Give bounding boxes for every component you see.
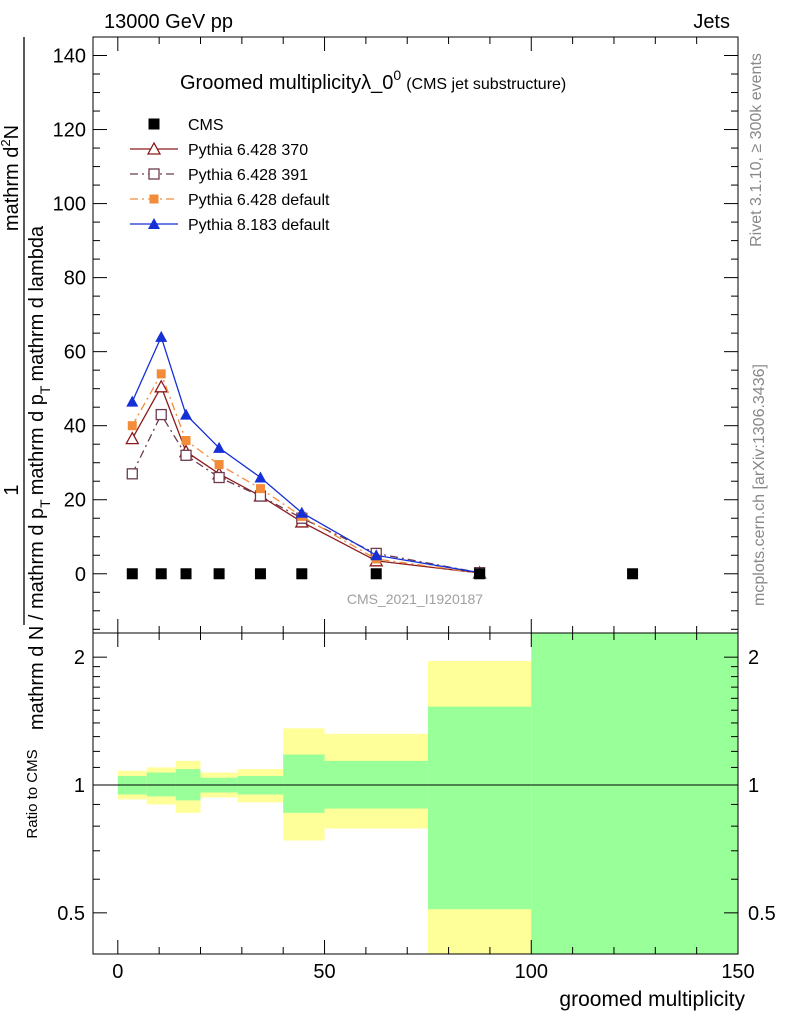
y-tick-label: 100 [53, 194, 86, 216]
series-line-pythia-6-428-391 [131, 413, 480, 574]
ratio-y-tick-label-left: 0.5 [57, 903, 85, 925]
legend-entry-cms: CMS [148, 117, 224, 134]
y-tick-label: 140 [53, 46, 86, 68]
series-line-pythia-6-428-370 [131, 385, 480, 574]
series-pythia-8-183-default [126, 330, 486, 578]
data-point-pythia-6-428-default [255, 484, 265, 494]
ratio-band-green [427, 706, 532, 910]
ratio-y-tick-label-left: 1 [74, 775, 85, 797]
x-axis-label: groomed multiplicity [559, 988, 745, 1011]
y-tick-label: 60 [64, 342, 86, 364]
data-point-pythia-6-428-default [127, 421, 137, 431]
data-point-pythia-8-183-default [295, 506, 308, 518]
data-point-pythia-8-183-default [155, 330, 168, 342]
legend-marker-pythia-6-428-391 [148, 168, 160, 180]
rivet-version-label: Rivet 3.1.10, ≥ 300k events [748, 53, 765, 247]
ratio-band-layer [93, 633, 738, 954]
y-tick-label: 40 [64, 416, 86, 438]
legend-entry-pythia-6-428-370: Pythia 6.428 370 [130, 141, 308, 159]
series-cms [126, 568, 639, 580]
ratio-panel: 0.5 0.5 1 1 2 2 0 50 100 150 Ratio to CMS groomed… [24, 632, 776, 1011]
data-point-pythia-8-183-default [126, 395, 139, 407]
y-tick-label: 120 [53, 120, 86, 142]
series-pythia-6-428-370 [125, 379, 487, 579]
ratio-ylabel: Ratio to CMS [24, 749, 41, 838]
ylabel-numerator: 1 [1, 484, 23, 495]
ratio-band-green [146, 772, 176, 797]
legend-label-pythia-6-428-default: Pythia 6.428 default [188, 192, 330, 209]
ratio-axes: 0.5 0.5 1 1 2 2 0 50 100 150 [57, 633, 776, 983]
data-point-pythia-8-183-default [370, 549, 383, 561]
legend-marker-pythia-6-428-default [149, 194, 159, 204]
legend-entry-pythia-6-428-391: Pythia 6.428 391 [130, 167, 308, 184]
series-line-pythia-8-183-default [131, 335, 480, 574]
data-point-pythia-6-428-default [156, 369, 166, 379]
data-point-cms [627, 568, 639, 580]
main-axes: 0 20 40 60 80 100 120 140 [53, 36, 739, 633]
x-tick-label: 100 [515, 961, 548, 983]
data-point-cms [474, 568, 486, 580]
ratio-band-green [531, 633, 738, 954]
data-point-cms [370, 568, 382, 580]
legend-label-pythia-8-183-default: Pythia 8.183 default [188, 217, 330, 234]
y-tick-label: 0 [75, 564, 86, 586]
ratio-y-tick-label-right: 0.5 [748, 903, 776, 925]
legend-marker-pythia-8-183-default [148, 218, 160, 229]
data-point-pythia-6-428-391 [180, 449, 192, 461]
main-ylabel: 1 mathrm d N / mathrm d pTmathrm d pTmat… [0, 37, 53, 730]
data-point-cms [213, 568, 225, 580]
main-series-layer [125, 330, 639, 580]
chart-title: Groomed multiplicityλ_00(CMS jet substru… [180, 67, 566, 94]
data-point-pythia-6-428-370 [154, 379, 169, 393]
data-point-pythia-6-428-391 [155, 408, 167, 421]
analysis-watermark: CMS_2021_I1920187 [347, 591, 483, 607]
header-category-label: Jets [693, 11, 730, 33]
x-tick-label: 50 [313, 961, 335, 983]
legend-label-pythia-6-428-391: Pythia 6.428 391 [188, 167, 308, 184]
legend-label-cms: CMS [188, 117, 224, 134]
ratio-frame [92, 632, 739, 955]
series-pythia-6-428-391 [126, 408, 486, 579]
ratio-y-tick-label-right: 2 [748, 647, 759, 669]
data-point-pythia-6-428-391 [213, 471, 225, 484]
main-panel: 0 20 40 60 80 100 120 140 Groomed multiplicityλ… [0, 36, 739, 730]
data-point-pythia-8-183-default [213, 441, 226, 453]
header-energy-label: 13000 GeV pp [104, 11, 233, 33]
legend-marker-pythia-6-428-370 [146, 141, 162, 155]
ratio-y-tick-label-right: 1 [748, 775, 759, 797]
mcplots-reference-label: mcplots.cern.ch [arXiv:1306.3436] [751, 364, 768, 606]
ylabel-denominator: mathrm d N / mathrm d pTmathrm d pTmathr… [26, 225, 53, 730]
series-line-pythia-6-428-default [131, 372, 480, 574]
legend-entry-pythia-8-183-default: Pythia 8.183 default [130, 217, 330, 234]
data-point-pythia-8-183-default [180, 408, 193, 420]
data-point-pythia-6-428-default [214, 460, 224, 470]
ratio-y-tick-label-left: 2 [74, 647, 85, 669]
data-point-pythia-6-428-391 [126, 468, 138, 480]
ylabel-second-numerator: mathrm d2N [0, 125, 23, 231]
data-point-cms [155, 568, 167, 580]
legend-label-pythia-6-428-370: Pythia 6.428 370 [188, 142, 308, 159]
data-point-pythia-6-428-default [181, 436, 191, 446]
data-point-cms [126, 568, 138, 580]
data-point-cms [180, 568, 192, 580]
legend-marker-cms [148, 118, 160, 130]
x-tick-label: 0 [112, 961, 123, 983]
y-tick-label: 20 [64, 490, 86, 512]
data-point-cms [254, 568, 266, 580]
data-point-pythia-6-428-370 [125, 431, 140, 445]
data-point-pythia-8-183-default [254, 471, 267, 483]
legend-entry-pythia-6-428-default: Pythia 6.428 default [130, 192, 330, 209]
y-tick-label: 80 [64, 268, 86, 290]
data-point-cms [296, 568, 308, 580]
legend: CMS Pythia 6.428 370 Pythia 6.428 391 Pythi… [130, 117, 330, 234]
x-tick-label: 150 [721, 961, 754, 983]
ratio-band-green [283, 754, 325, 813]
